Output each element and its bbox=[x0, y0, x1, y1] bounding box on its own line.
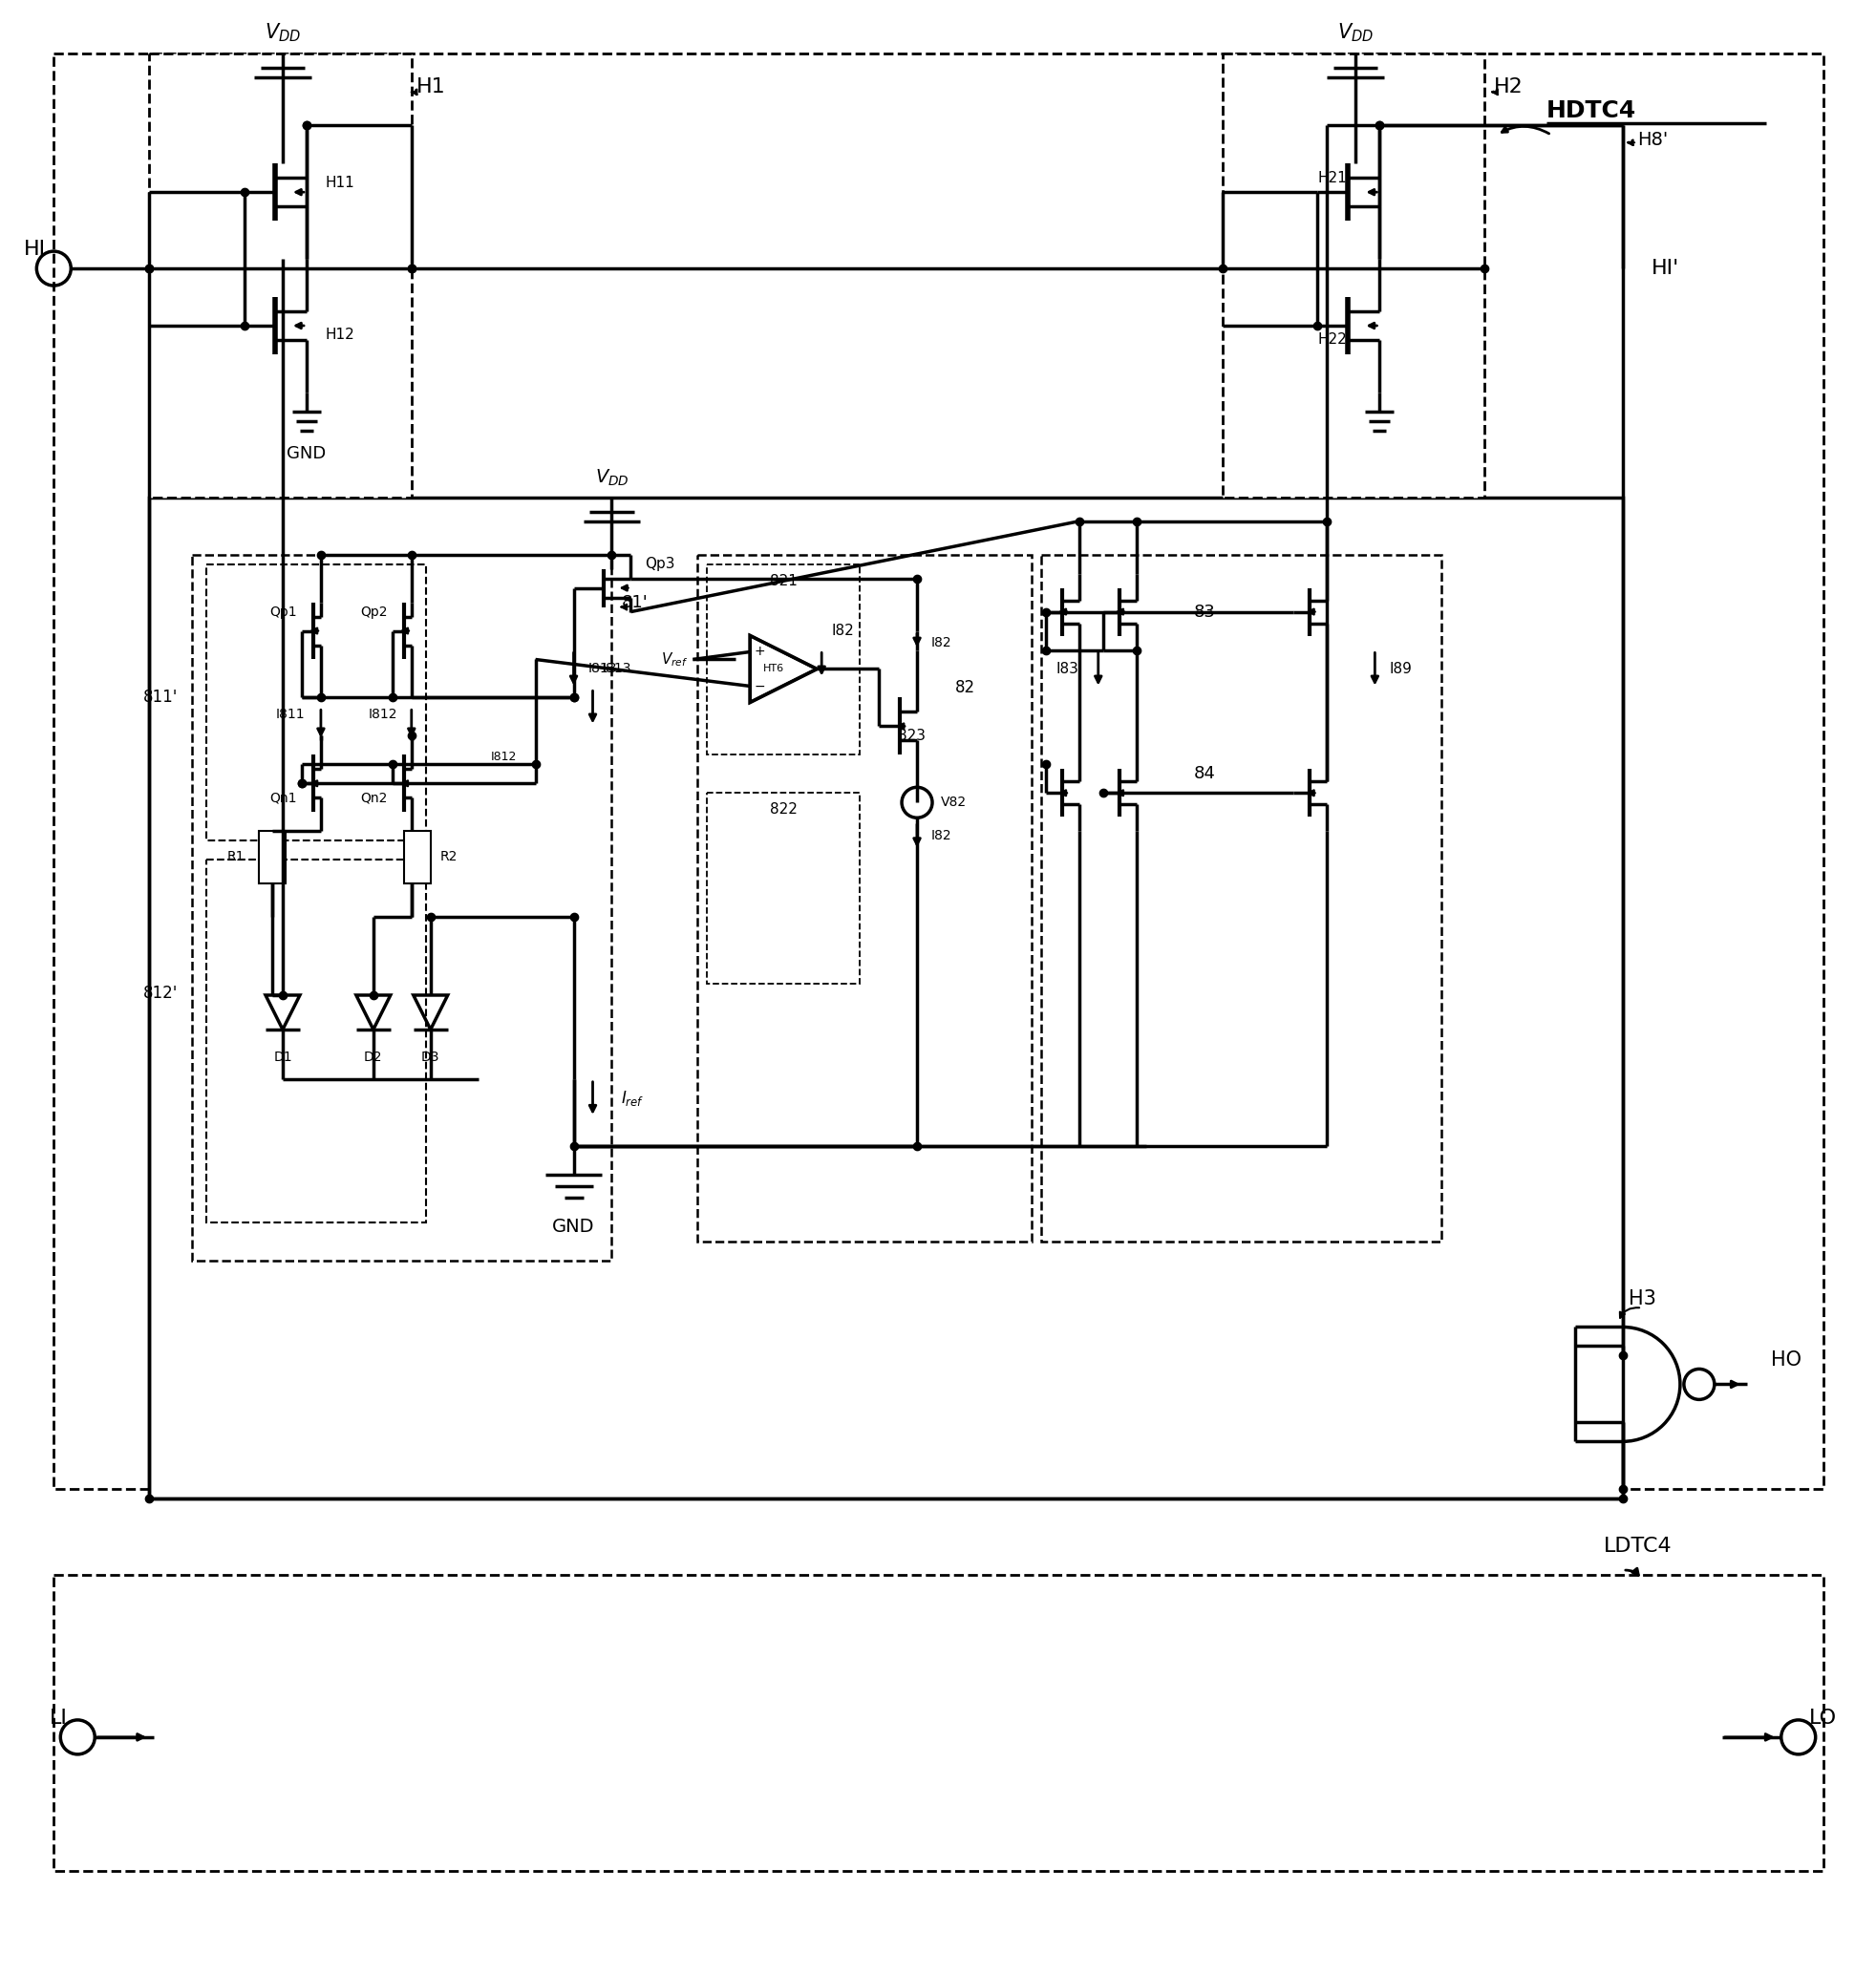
Text: HT6: HT6 bbox=[764, 664, 784, 674]
Text: 822: 822 bbox=[769, 802, 797, 816]
Text: D1: D1 bbox=[274, 1051, 293, 1063]
Text: R2: R2 bbox=[441, 850, 458, 864]
Text: GND: GND bbox=[287, 445, 326, 462]
Text: 83: 83 bbox=[1193, 603, 1216, 620]
Text: Qn2: Qn2 bbox=[360, 790, 388, 804]
Text: D2: D2 bbox=[364, 1051, 383, 1063]
FancyArrowPatch shape bbox=[1625, 1569, 1638, 1575]
Text: 811': 811' bbox=[143, 690, 178, 705]
Bar bbox=[1041, 555, 1441, 1241]
Text: $V_{ref}$: $V_{ref}$ bbox=[660, 650, 688, 668]
Text: Qp3: Qp3 bbox=[645, 557, 675, 571]
Text: $V_{DD}$: $V_{DD}$ bbox=[1338, 22, 1373, 43]
Text: LI: LI bbox=[49, 1709, 68, 1727]
Text: 812': 812' bbox=[143, 984, 178, 1002]
Text: 82: 82 bbox=[955, 680, 976, 698]
Text: H21: H21 bbox=[1317, 170, 1347, 186]
Text: I82: I82 bbox=[930, 636, 951, 648]
Text: H22: H22 bbox=[1317, 332, 1347, 348]
Text: Qp1: Qp1 bbox=[270, 605, 296, 618]
Text: D3: D3 bbox=[422, 1051, 439, 1063]
Text: $V_{DD}$: $V_{DD}$ bbox=[265, 22, 300, 43]
Text: Qp2: Qp2 bbox=[360, 605, 388, 618]
Text: I813: I813 bbox=[587, 662, 617, 676]
Bar bbox=[707, 563, 859, 755]
Bar bbox=[54, 1575, 1823, 1871]
Text: H3: H3 bbox=[1628, 1288, 1657, 1308]
Text: +: + bbox=[754, 644, 765, 658]
Text: −: − bbox=[754, 680, 765, 694]
Text: I83: I83 bbox=[1056, 662, 1079, 676]
Text: LO: LO bbox=[1808, 1709, 1837, 1727]
Text: HO: HO bbox=[1771, 1352, 1801, 1369]
Text: H8': H8' bbox=[1638, 130, 1668, 148]
Text: I89: I89 bbox=[1388, 662, 1413, 676]
Text: $V_{DD}$: $V_{DD}$ bbox=[595, 468, 628, 488]
Text: H2: H2 bbox=[1493, 77, 1523, 97]
Text: 81': 81' bbox=[621, 593, 647, 611]
Text: I813: I813 bbox=[602, 662, 632, 676]
Text: 821: 821 bbox=[769, 573, 797, 589]
Bar bbox=[1223, 53, 1484, 498]
Text: HI': HI' bbox=[1651, 259, 1679, 279]
Text: 823: 823 bbox=[899, 729, 925, 743]
Bar bbox=[403, 832, 431, 883]
Text: V82: V82 bbox=[942, 796, 966, 810]
Text: I82: I82 bbox=[831, 624, 854, 638]
Text: $I_{ref}$: $I_{ref}$ bbox=[621, 1089, 645, 1109]
Bar bbox=[191, 555, 612, 1261]
Bar bbox=[54, 53, 1823, 1490]
Text: I811: I811 bbox=[276, 707, 304, 721]
Text: I812: I812 bbox=[368, 707, 398, 721]
Text: HDTC4: HDTC4 bbox=[1546, 99, 1636, 123]
Text: I812: I812 bbox=[490, 751, 516, 763]
Text: H11: H11 bbox=[326, 176, 355, 190]
Text: H1: H1 bbox=[416, 77, 446, 97]
Text: H12: H12 bbox=[326, 328, 355, 342]
Text: HI: HI bbox=[24, 239, 45, 259]
Text: R1: R1 bbox=[227, 850, 244, 864]
Bar bbox=[259, 832, 285, 883]
Bar bbox=[707, 792, 859, 984]
Bar bbox=[150, 53, 411, 498]
Bar bbox=[698, 555, 1032, 1241]
Text: LDTC4: LDTC4 bbox=[1604, 1537, 1672, 1555]
Text: I82: I82 bbox=[930, 830, 951, 842]
Bar bbox=[150, 498, 1623, 1498]
Text: 84: 84 bbox=[1193, 765, 1216, 782]
Bar bbox=[206, 860, 426, 1221]
Bar bbox=[206, 563, 426, 840]
Text: GND: GND bbox=[552, 1217, 595, 1235]
Polygon shape bbox=[750, 636, 816, 701]
Text: Qn1: Qn1 bbox=[270, 790, 296, 804]
